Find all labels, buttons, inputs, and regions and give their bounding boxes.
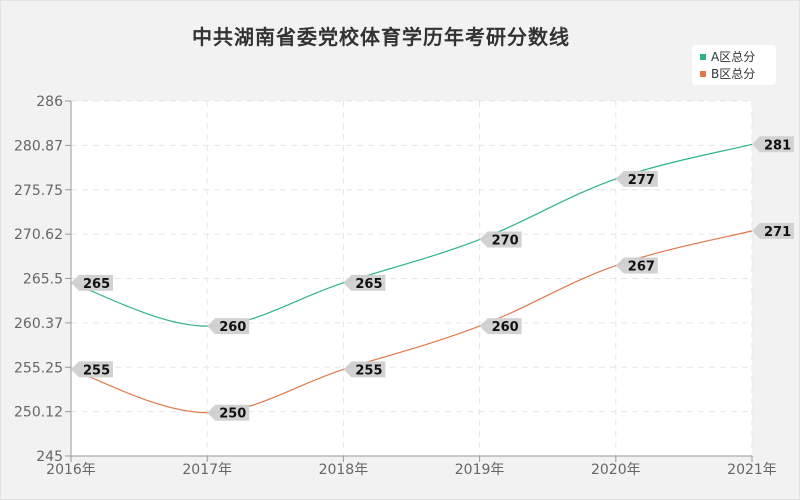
y-tick-label: 275.75	[14, 183, 63, 199]
x-tick-label: 2018年	[319, 462, 369, 478]
legend-label-a: A区总分	[711, 50, 756, 64]
x-tick-label: 2020年	[591, 462, 641, 478]
y-tick-label: 245	[36, 449, 63, 465]
legend-swatch-b	[700, 70, 706, 77]
data-label-bg	[71, 361, 113, 378]
y-tick-label: 255.25	[14, 360, 63, 376]
x-tick-label: 2019年	[455, 462, 505, 478]
legend-swatch-a	[700, 53, 706, 60]
data-label-bg	[615, 170, 658, 187]
y-tick-label: 270.62	[14, 227, 63, 243]
data-label: 267	[628, 260, 655, 275]
data-label: 265	[83, 277, 110, 292]
data-label: 281	[764, 138, 791, 153]
data-label-bg	[479, 318, 522, 335]
data-label-bg	[752, 222, 794, 239]
y-tick-label: 250.12	[14, 405, 63, 421]
data-label-bg	[752, 136, 794, 153]
data-label-bg	[615, 257, 658, 274]
data-label: 260	[492, 320, 519, 335]
data-label-bg	[71, 274, 113, 291]
data-label: 260	[219, 320, 246, 335]
data-label-bg	[207, 404, 250, 421]
x-tick-label: 2017年	[182, 462, 232, 478]
legend-label-b: B区总分	[711, 67, 756, 81]
data-label: 270	[492, 234, 519, 249]
x-tick-label: 2016年	[46, 462, 96, 478]
legend-item-b[interactable]: B区总分	[700, 66, 755, 82]
data-label: 271	[764, 225, 791, 240]
data-label: 255	[83, 363, 110, 378]
data-label: 277	[628, 173, 655, 188]
legend: A区总分 B区总分	[692, 45, 776, 85]
y-tick-label: 260.37	[14, 316, 63, 332]
data-label-bg	[343, 274, 386, 291]
y-tick-label: 286	[36, 94, 63, 110]
data-label-bg	[207, 318, 250, 335]
y-tick-label: 265.5	[23, 272, 63, 288]
data-label: 255	[355, 363, 382, 378]
data-label-bg	[479, 231, 522, 248]
x-tick-label: 2021年	[727, 462, 777, 478]
legend-item-a[interactable]: A区总分	[700, 49, 755, 65]
data-label: 265	[355, 277, 382, 292]
chart-title: 中共湖南省委党校体育学历年考研分数线	[192, 25, 570, 49]
data-label-bg	[343, 361, 386, 378]
data-label: 250	[219, 407, 246, 422]
y-tick-label: 280.87	[14, 138, 63, 154]
